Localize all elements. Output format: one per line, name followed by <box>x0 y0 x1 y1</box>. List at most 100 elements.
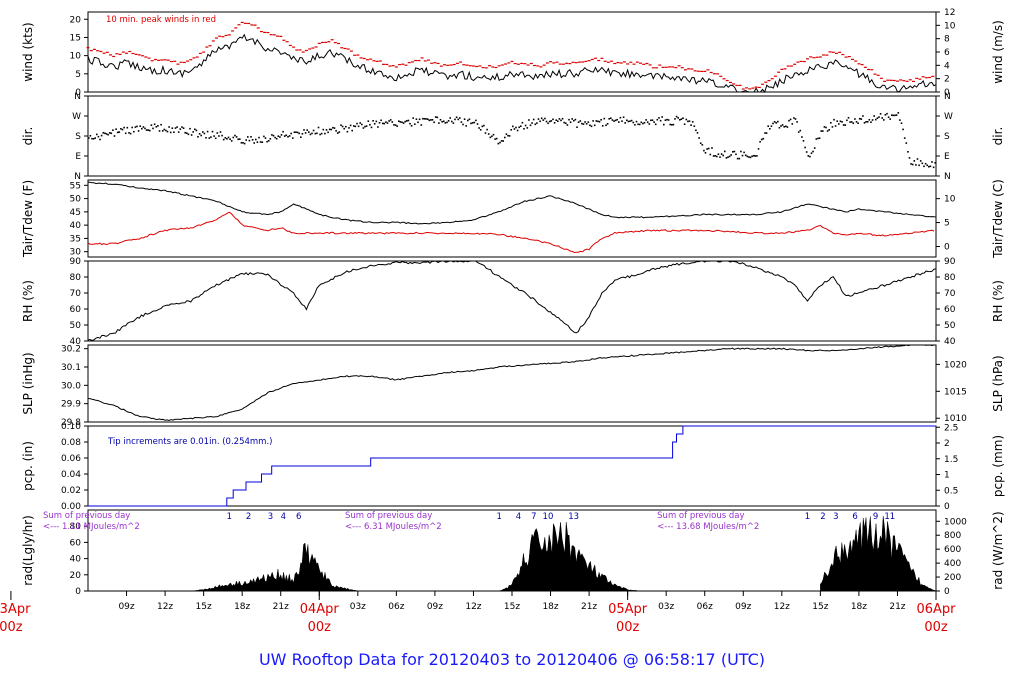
dir-point <box>818 137 821 139</box>
dir-point <box>258 136 260 139</box>
dir-point <box>626 119 628 122</box>
dir-point <box>534 123 537 126</box>
dir-point <box>900 122 903 124</box>
dir-point <box>452 122 455 124</box>
dir-point <box>794 118 797 120</box>
dir-point <box>319 133 321 136</box>
rad-sum-title: Sum of previous day <box>345 511 432 521</box>
dir-point <box>362 127 365 129</box>
dir-point <box>576 126 578 128</box>
dir-point <box>934 162 936 164</box>
dir-point <box>150 124 153 126</box>
dir-point <box>608 118 610 120</box>
x-tick-label: 18z <box>542 602 558 612</box>
dir-point <box>216 132 219 134</box>
x-tick-label: 15z <box>196 602 212 612</box>
dir-point <box>850 121 853 123</box>
dir-point <box>351 129 353 132</box>
dir-point <box>409 122 411 125</box>
pcp-ytick-label-right: 0.5 <box>944 486 958 496</box>
dir-point <box>876 117 879 119</box>
x-tick-label: 18z <box>234 602 250 612</box>
dir-point <box>120 128 122 130</box>
dir-point <box>288 135 291 137</box>
dir-point <box>259 141 262 143</box>
dir-point <box>672 123 675 126</box>
dir-point <box>728 155 731 158</box>
dir-point <box>603 117 606 120</box>
dir-point <box>214 137 217 140</box>
dir-ytick-label-right: S <box>944 132 950 142</box>
dir-point <box>605 124 607 127</box>
dir-point <box>831 126 834 128</box>
dir-point <box>423 118 426 120</box>
dir-point <box>648 123 651 125</box>
dir-point <box>619 116 622 119</box>
x-tick-label: 12z <box>465 602 481 612</box>
dir-point <box>732 151 734 153</box>
dir-point <box>285 134 288 137</box>
dir-point <box>293 131 296 133</box>
dir-point <box>333 127 336 129</box>
dir-point <box>664 119 667 121</box>
dir-point <box>426 118 429 120</box>
wind-ytick-label-right: 12 <box>944 8 955 18</box>
dir-point <box>430 119 432 121</box>
dir-point <box>393 124 395 126</box>
dir-point <box>274 136 276 139</box>
dir-point <box>815 138 818 140</box>
dir-point <box>324 132 326 135</box>
rad-sum-title: Sum of previous day <box>657 511 744 521</box>
dir-point <box>916 158 919 160</box>
temp-frame <box>87 179 937 258</box>
dir-point <box>839 120 842 123</box>
dir-point <box>495 137 498 140</box>
dir-point <box>336 132 339 134</box>
rh-ylabel-right: RH (%) <box>991 280 1005 322</box>
dir-point <box>420 124 423 126</box>
dir-point <box>701 144 704 146</box>
dir-point <box>235 136 238 138</box>
dir-point <box>537 118 540 120</box>
dir-ytick-label-right: W <box>944 112 953 122</box>
dir-point <box>237 138 239 141</box>
dir-point <box>459 117 461 119</box>
dir-point <box>338 131 341 133</box>
dir-point <box>479 129 482 131</box>
dir-point <box>767 125 769 127</box>
dir-point <box>121 128 124 131</box>
dir-point <box>97 135 100 138</box>
dir-point <box>468 118 471 121</box>
dir-point <box>508 135 511 137</box>
dir-point <box>698 137 700 139</box>
dir-point <box>725 157 728 159</box>
dir-point <box>492 133 495 136</box>
rh-ytick-label-right: 90 <box>944 257 956 267</box>
dir-point <box>460 121 463 123</box>
dir-point <box>349 124 352 127</box>
dir-point <box>173 131 175 133</box>
dir-point <box>373 123 376 125</box>
dir-point <box>752 154 755 157</box>
dir-point <box>817 137 819 140</box>
rh-ytick-label-right: 60 <box>944 305 956 315</box>
wind-ytick-label-right: 4 <box>944 61 950 71</box>
pcp-ytick-label-right: 1.5 <box>944 455 958 465</box>
rh-ytick-label: 60 <box>70 305 82 315</box>
dir-point <box>264 137 267 139</box>
dir-point <box>99 138 101 141</box>
dir-ytick-label-right: N <box>944 92 951 102</box>
dir-point <box>242 142 244 144</box>
dir-point <box>91 137 93 140</box>
dir-point <box>381 122 384 125</box>
dir-point <box>846 119 848 122</box>
dir-point <box>553 122 556 124</box>
dir-point <box>624 122 626 124</box>
dir-point <box>375 120 378 123</box>
dir-point <box>190 134 193 136</box>
dir-point <box>826 130 829 132</box>
dir-point <box>325 129 328 131</box>
dir-point <box>520 125 522 127</box>
temp-ytick-label: 55 <box>70 181 81 191</box>
dir-point <box>136 125 138 128</box>
